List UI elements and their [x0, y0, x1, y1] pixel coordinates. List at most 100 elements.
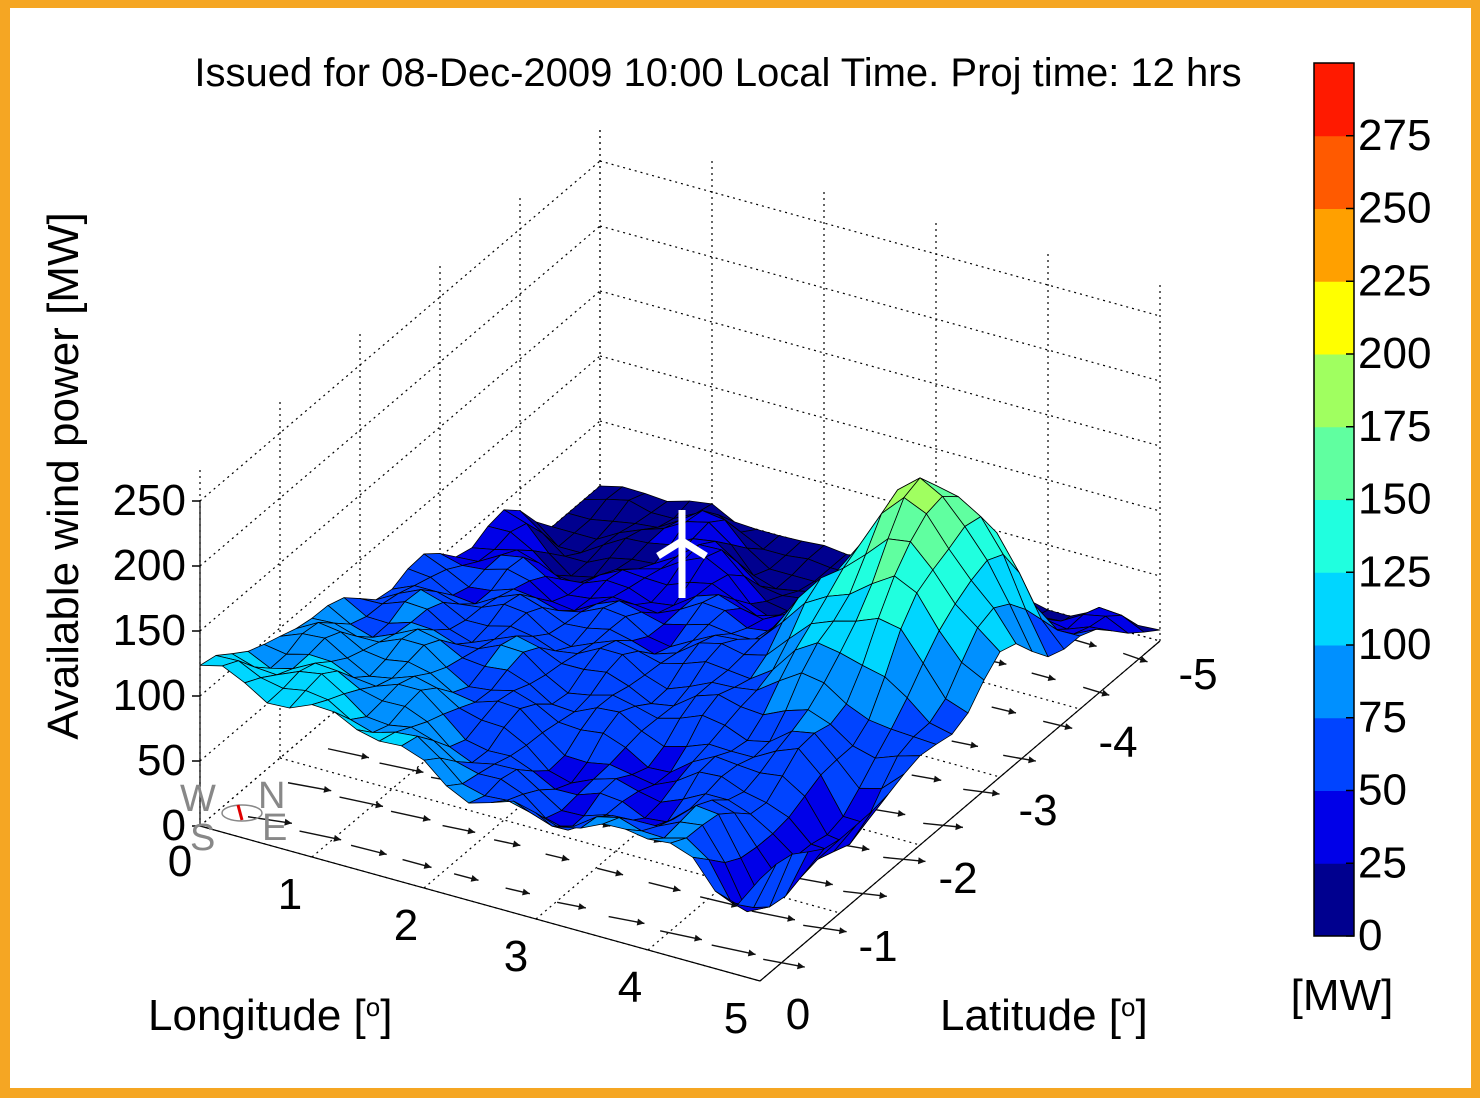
- z-axis-label: Available wind power [MW]: [39, 212, 88, 739]
- colorbar-tick-label: 50: [1358, 766, 1407, 815]
- x-tick-label: 2: [394, 901, 418, 950]
- y-tick-label: -3: [1018, 786, 1057, 835]
- wind-arrowhead: [787, 914, 795, 922]
- wind-arrowhead: [917, 857, 926, 865]
- compass-needle: [236, 804, 244, 821]
- power-surface: [199, 477, 1161, 913]
- wind-arrowhead: [422, 814, 431, 822]
- wind-arrowhead: [897, 809, 906, 817]
- colorbar: 0 25 50 75 100 125 150 175 200 225 250 275: [1313, 62, 1431, 960]
- colorbar-tick-label: 175: [1358, 402, 1431, 451]
- wind-arrowhead: [1088, 640, 1097, 648]
- z-tick-label: 50: [137, 736, 186, 785]
- wind-arrowhead: [694, 934, 702, 942]
- colorbar-segment: [1314, 499, 1354, 573]
- colorbar-segment: [1314, 281, 1354, 355]
- wind-arrowhead: [1047, 674, 1056, 682]
- wind-arrowhead: [879, 892, 887, 899]
- y-tick-label: -5: [1178, 650, 1217, 699]
- wind-arrowhead: [323, 785, 332, 793]
- colorbar-tick-label: 25: [1358, 838, 1407, 887]
- compass-icon: W N S E: [180, 775, 287, 859]
- colorbar-segment: [1314, 426, 1354, 500]
- colorbar-tick-label: 100: [1358, 620, 1431, 669]
- compass-label: S: [190, 817, 215, 859]
- svg-text:Latitude [o]: Latitude [o]: [940, 991, 1148, 1040]
- y-axis-line: [759, 640, 1161, 982]
- wind-arrowhead: [578, 903, 586, 910]
- wind-arrow: [843, 890, 887, 898]
- x-tick-label: 5: [724, 994, 748, 1043]
- colorbar-segment: [1314, 208, 1354, 282]
- wind-arrowhead: [284, 818, 292, 826]
- turbine-blade: [656, 538, 684, 559]
- colorbar-tick-label: 125: [1358, 547, 1431, 596]
- wind-arrowhead: [522, 888, 530, 896]
- wind-arrowhead: [970, 741, 978, 749]
- grid-line: [199, 225, 601, 567]
- grid-line: [279, 757, 841, 914]
- x-axis-label: Longitude [o]: [148, 991, 392, 1040]
- x-tick-label: 4: [618, 963, 642, 1012]
- wind-arrowhead: [561, 854, 570, 862]
- z-tick-label: 150: [113, 606, 186, 655]
- wind-arrowhead: [361, 752, 369, 760]
- colorbar-tick-label: 0: [1358, 911, 1382, 960]
- colorbar-tick-label: 200: [1358, 329, 1431, 378]
- wind-arrow: [711, 944, 756, 956]
- chart-title: Issued for 08-Dec-2009 10:00 Local Time.…: [194, 51, 1241, 95]
- wind-arrowhead: [1008, 707, 1017, 715]
- wind-arrowhead: [1028, 756, 1036, 764]
- z-tick-label: 250: [113, 476, 186, 525]
- grid-line: [599, 290, 1161, 447]
- colorbar-tick-label: 250: [1358, 184, 1431, 233]
- wind-arrowhead: [747, 949, 756, 957]
- wind-arrowhead: [378, 849, 387, 856]
- z-tick-label: 200: [113, 541, 186, 590]
- wind-arrowhead: [861, 844, 870, 852]
- wind-arrowhead: [998, 659, 1007, 667]
- wind-arrow: [247, 816, 293, 824]
- colorbar-segment: [1314, 863, 1354, 937]
- colorbar-tick-label: 275: [1358, 111, 1431, 160]
- x-axis-ticks: 0 1 2 3 4 5: [168, 837, 748, 1043]
- y-axis-ticks: 0 -1 -2 -3 -4 -5: [786, 650, 1218, 1039]
- wind-arrow: [803, 924, 847, 933]
- wind-arrowhead: [991, 789, 1000, 797]
- compass-label: E: [262, 807, 287, 849]
- wind-turbine-icon: [656, 510, 708, 598]
- degree-symbol: o: [1121, 992, 1135, 1022]
- x-tick-label: 0: [168, 837, 192, 886]
- wind-arrow: [339, 796, 384, 808]
- x-tick-label: 3: [504, 932, 528, 981]
- grid-line: [199, 160, 601, 502]
- grid-line: [599, 160, 1161, 317]
- wind-arrow: [287, 782, 332, 792]
- wind-arrowhead: [672, 885, 681, 893]
- wind-arrowhead: [955, 823, 963, 831]
- degree-symbol: o: [366, 992, 380, 1022]
- colorbar-tick-label: 75: [1358, 693, 1407, 742]
- surface-patch: [737, 863, 777, 908]
- wind-arrowhead: [1101, 689, 1110, 697]
- colorbar-segment: [1314, 135, 1354, 209]
- wind-arrowhead: [467, 827, 476, 835]
- wind-arrowhead: [615, 869, 624, 877]
- colorbar-unit: [MW]: [1291, 971, 1394, 1020]
- wind-arrow: [751, 910, 796, 921]
- z-tick-label: 100: [113, 671, 186, 720]
- wind-arrowhead: [1064, 723, 1073, 730]
- wind-arrowhead: [375, 801, 383, 809]
- wind-arrowhead: [512, 840, 521, 848]
- wind-arrowhead: [838, 927, 847, 935]
- grid-line: [599, 420, 1161, 577]
- colorbar-tick-label: 225: [1358, 256, 1431, 305]
- turbine-blade: [680, 538, 708, 559]
- colorbar-segment: [1314, 63, 1354, 137]
- y-tick-label: -4: [1098, 718, 1137, 767]
- colorbar-segment: [1314, 717, 1354, 791]
- wind-arrowhead: [933, 775, 942, 783]
- z-tick-label: 0: [162, 801, 186, 850]
- y-tick-label: 0: [786, 990, 810, 1039]
- wind-arrowhead: [825, 879, 833, 887]
